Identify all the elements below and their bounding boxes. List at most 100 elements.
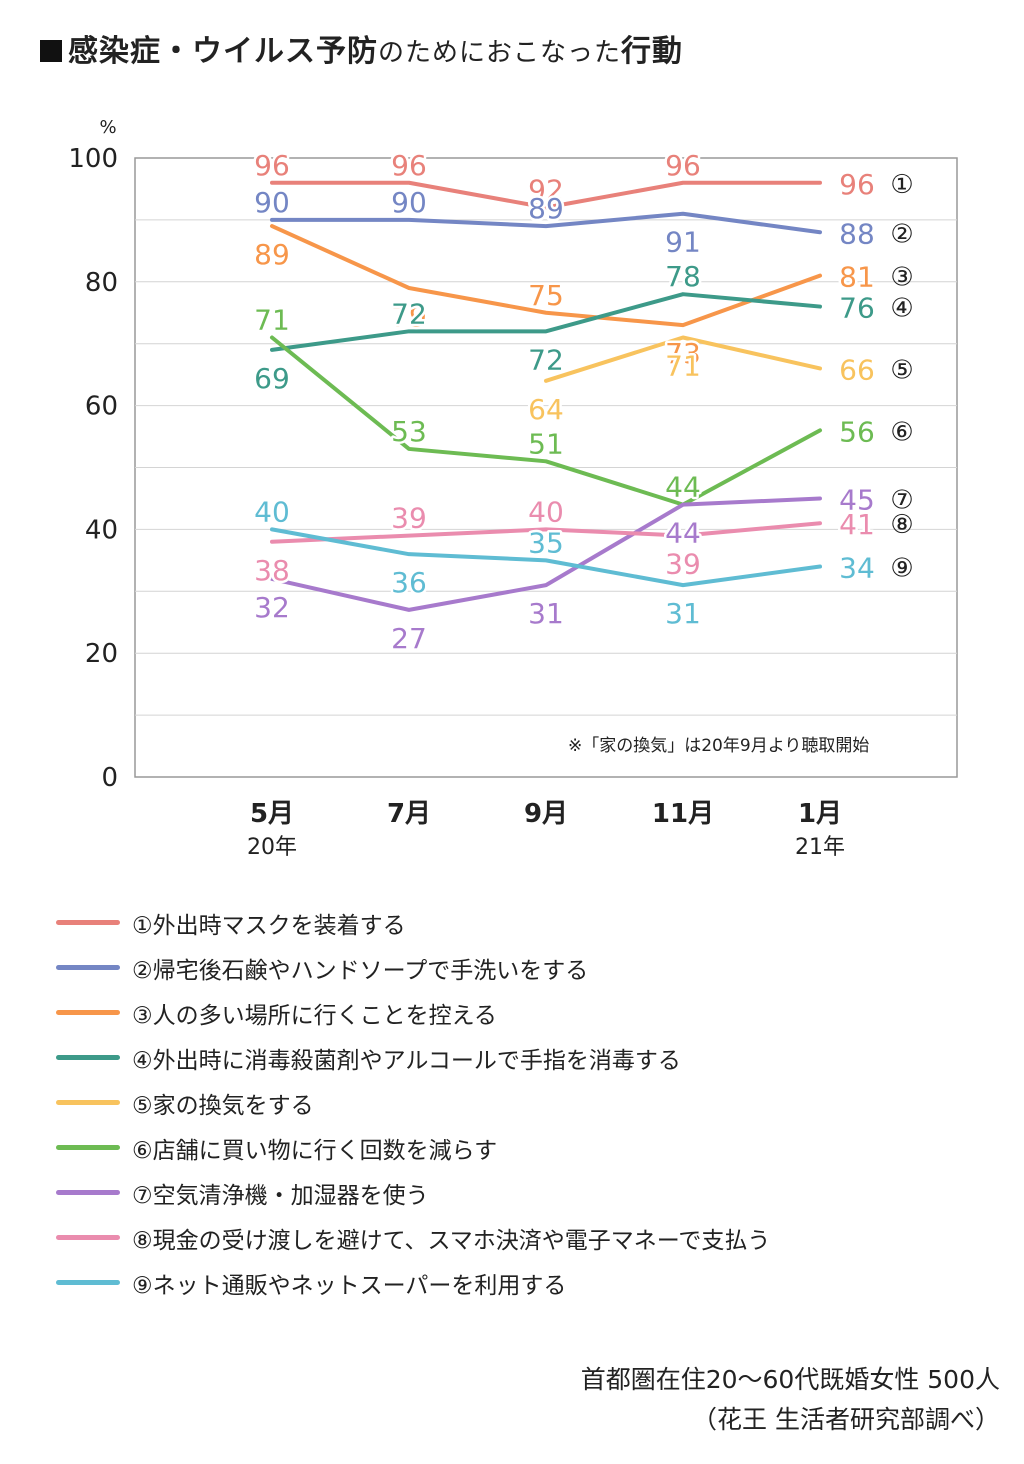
series-end-marker: ①: [890, 170, 913, 200]
data-label: 75: [528, 279, 564, 312]
y-tick-label: 20: [85, 639, 118, 669]
y-tick-label: 0: [101, 763, 118, 793]
x-tick-label: 11月: [652, 799, 714, 829]
data-label: 38: [254, 554, 290, 587]
legend: ①外出時マスクを装着する ②帰宅後石鹸やハンドソープで手洗いをする ③人の多い場所に…: [56, 900, 770, 1305]
source-note: 首都圏在住20〜60代既婚女性 500人 （花王 生活者研究部調べ）: [581, 1360, 1000, 1440]
legend-swatch: [56, 1235, 120, 1240]
data-label: 88: [839, 217, 875, 250]
y-axis-unit: %: [99, 117, 116, 138]
legend-label: ⑤家の換気をする: [132, 1092, 314, 1119]
series-line-7: [270, 496, 822, 612]
data-label: 72: [528, 343, 564, 376]
legend-item: ⑨ネット通販やネットスーパーを利用する: [56, 1260, 770, 1305]
square-bullet-icon: [40, 40, 62, 62]
data-label: 44: [665, 471, 701, 504]
legend-label: ⑧現金の受け渡しを避けて、スマホ決済や電子マネーで支払う: [132, 1227, 771, 1254]
data-label: 40: [254, 495, 290, 528]
y-tick-label: 40: [85, 515, 118, 545]
series-line-2: [270, 211, 822, 235]
data-label: 44: [665, 517, 701, 550]
legend-item: ⑤家の換気をする: [56, 1080, 770, 1125]
legend-swatch: [56, 1100, 120, 1105]
legend-swatch: [56, 1145, 120, 1150]
data-label: 92: [528, 174, 564, 207]
data-label: 45: [839, 483, 875, 516]
data-label: 40: [528, 495, 564, 528]
y-tick-label: 80: [85, 268, 118, 298]
series-line-4: [270, 292, 822, 352]
data-label: 36: [391, 566, 427, 599]
legend-label: ②帰宅後石鹸やハンドソープで手洗いをする: [132, 957, 589, 984]
legend-item: ④外出時に消毒殺菌剤やアルコールで手指を消毒する: [56, 1035, 770, 1080]
legend-label: ③人の多い場所に行くことを控える: [132, 1002, 497, 1029]
series-line-6: [270, 335, 822, 507]
source-line-2: （花王 生活者研究部調べ）: [692, 1405, 1000, 1434]
data-label: 90: [391, 186, 427, 219]
legend-swatch: [56, 920, 120, 925]
data-label: 73: [665, 337, 701, 370]
source-line-1: 首都圏在住20〜60代既婚女性 500人: [580, 1365, 1000, 1394]
title-light: のためにおこなった: [378, 38, 622, 68]
data-label: 72: [391, 297, 427, 330]
legend-item: ①外出時マスクを装着する: [56, 900, 770, 945]
data-label: 79: [391, 300, 427, 333]
data-label: 51: [528, 427, 564, 460]
legend-swatch: [56, 1190, 120, 1195]
data-label: 91: [665, 226, 701, 259]
series-end-marker: ③: [890, 263, 913, 293]
data-label: 31: [665, 597, 701, 630]
data-label: 96: [839, 168, 875, 201]
x-tick-year-label: 20年: [247, 835, 297, 860]
data-label: 39: [391, 502, 427, 535]
data-label: 96: [254, 149, 290, 182]
series-end-marker: ②: [890, 219, 913, 249]
x-tick-label: 5月: [250, 799, 294, 829]
data-label: 69: [254, 362, 290, 395]
line-chart: 0 20 40 60 80 100% 5月 20年 7月 9月 11月 1月 21年 96 96 92 96 96…: [68, 117, 958, 860]
x-tick-year-label: 21年: [795, 835, 845, 860]
series-line-1: [270, 180, 822, 210]
data-label: 89: [254, 238, 290, 271]
chart-title: 感染症・ウイルス予防のためにおこなった行動: [40, 26, 683, 70]
title-bold: 感染症・ウイルス予防: [68, 34, 378, 69]
legend-item: ②帰宅後石鹸やハンドソープで手洗いをする: [56, 945, 770, 990]
data-label: 32: [254, 591, 290, 624]
x-tick-label: 1月: [798, 799, 842, 829]
data-label: 56: [839, 415, 875, 448]
y-tick-label: 100: [68, 144, 118, 174]
series-line-3: [270, 224, 822, 328]
data-label: 89: [528, 192, 564, 225]
series-line-5: [544, 335, 822, 383]
legend-label: ①外出時マスクを装着する: [132, 912, 406, 939]
legend-label: ⑦空気清浄機・加湿器を使う: [132, 1182, 429, 1209]
series-end-marker: ⑦: [890, 485, 913, 515]
legend-item: ⑧現金の受け渡しを避けて、スマホ決済や電子マネーで支払う: [56, 1215, 770, 1260]
data-label: 76: [839, 292, 875, 325]
series-end-marker: ④: [890, 294, 913, 324]
data-label: 71: [254, 304, 290, 337]
data-label: 81: [839, 261, 875, 294]
series-line-8: [270, 521, 822, 544]
legend-swatch: [56, 965, 120, 970]
data-label: 78: [665, 260, 701, 293]
legend-swatch: [56, 1280, 120, 1285]
legend-item: ⑥店舗に買い物に行く回数を減らす: [56, 1125, 770, 1170]
data-label: 96: [391, 149, 427, 182]
data-label: 35: [528, 526, 564, 559]
data-label: 53: [391, 415, 427, 448]
data-label: 66: [839, 353, 875, 386]
series-end-marker: ⑤: [890, 355, 913, 385]
legend-label: ④外出時に消毒殺菌剤やアルコールで手指を消毒する: [132, 1047, 681, 1074]
legend-label: ⑨ネット通販やネットスーパーを利用する: [132, 1272, 567, 1299]
data-label: 41: [839, 508, 875, 541]
data-label: 64: [528, 393, 564, 426]
series-line-9: [270, 527, 822, 588]
legend-item: ⑦空気清浄機・加湿器を使う: [56, 1170, 770, 1215]
data-label: 71: [665, 350, 701, 383]
data-label: 27: [391, 622, 427, 655]
legend-item: ③人の多い場所に行くことを控える: [56, 990, 770, 1035]
x-tick-label: 7月: [387, 799, 431, 829]
data-label: 96: [665, 149, 701, 182]
legend-swatch: [56, 1055, 120, 1060]
